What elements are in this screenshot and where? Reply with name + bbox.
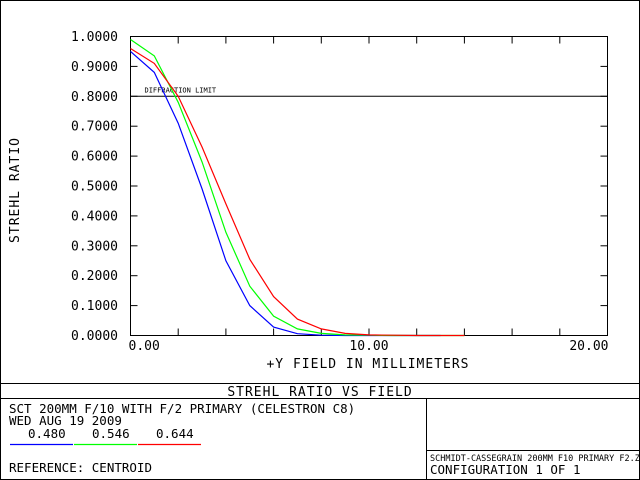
plot-area: 0.0000 0.1000 0.2000 0.3000 0.4000 0.5000 0.60… — [71, 30, 608, 354]
legend-label-0.480: 0.480 — [28, 426, 66, 441]
file-name: SCHMIDT-CASSEGRAIN 200MM F10 PRIMARY F2.… — [430, 454, 640, 464]
y-tick-label: 0.7000 — [71, 120, 118, 135]
y-tick-label: 0.9000 — [71, 60, 118, 75]
chart-title: STREHL RATIO VS FIELD — [227, 385, 412, 400]
y-tick-label: 0.1000 — [71, 299, 118, 314]
y-tick-label: 0.4000 — [71, 209, 118, 224]
series-line-0.644 — [130, 47, 465, 337]
x-tick-label: 0.00 — [129, 339, 160, 354]
x-tick-label: 10.00 — [349, 339, 388, 354]
diffraction-limit-label: DIFFRACTION LIMIT — [145, 86, 217, 94]
reference-label: REFERENCE: CENTROID — [9, 460, 152, 475]
configuration-label: CONFIGURATION 1 OF 1 — [430, 462, 581, 477]
legend-label-0.644: 0.644 — [156, 426, 194, 441]
plot-date: WED AUG 19 2009 — [9, 413, 122, 428]
lens-description: SCT 200MM F/10 WITH F/2 PRIMARY (CELESTR… — [9, 401, 355, 416]
legend: 0.480 0.546 0.644 — [10, 426, 201, 446]
y-tick-label: 1.0000 — [71, 30, 118, 45]
y-axis-title: STREHL RATIO — [8, 137, 23, 243]
y-tick-label: 0.5000 — [71, 180, 118, 195]
y-tick-label: 0.2000 — [71, 269, 118, 284]
legend-label-0.546: 0.546 — [92, 426, 130, 441]
y-tick-label: 0.0000 — [71, 329, 118, 344]
y-tick-label: 0.8000 — [71, 90, 118, 105]
y-tick-label: 0.3000 — [71, 239, 118, 254]
x-tick-label: 20.00 — [569, 339, 608, 354]
x-axis-title: +Y FIELD IN MILLIMETERS — [266, 357, 469, 372]
y-tick-label: 0.6000 — [71, 150, 118, 165]
